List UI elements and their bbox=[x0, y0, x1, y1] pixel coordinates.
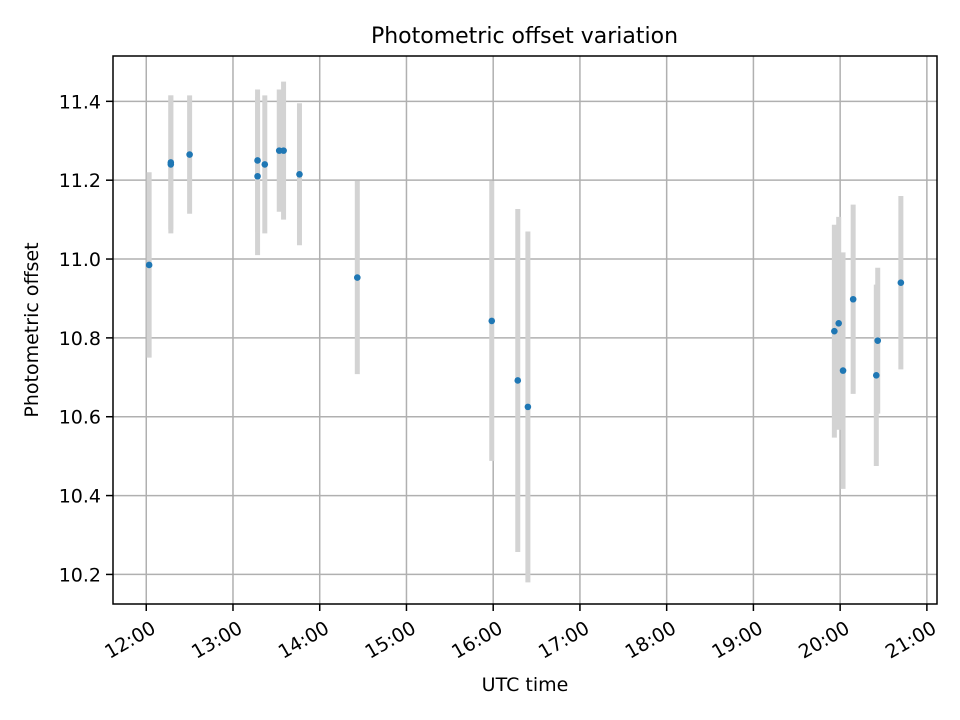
data-point bbox=[874, 337, 882, 344]
x-tick-label: 15:00 bbox=[361, 617, 419, 663]
x-tick-label: 17:00 bbox=[535, 617, 593, 663]
data-point bbox=[254, 172, 261, 180]
data-points bbox=[145, 147, 905, 411]
grid bbox=[113, 56, 937, 604]
y-axis-label: Photometric offset bbox=[21, 242, 43, 417]
data-point bbox=[145, 261, 153, 269]
y-tick-label: 11.0 bbox=[59, 249, 101, 271]
data-point bbox=[514, 377, 522, 384]
y-tick-label: 11.2 bbox=[59, 170, 101, 192]
data-point bbox=[488, 317, 496, 325]
data-point bbox=[524, 403, 532, 411]
y-tick-label: 10.4 bbox=[59, 486, 101, 508]
data-point bbox=[167, 161, 175, 168]
x-tick-label: 20:00 bbox=[795, 617, 853, 663]
x-axis: 12:00 13:00 14:00 15:00 16:00 17:00 18:00 19:00… bbox=[101, 604, 940, 663]
x-tick-label: 21:00 bbox=[882, 617, 940, 663]
x-tick-label: 12:00 bbox=[101, 617, 159, 663]
y-tick-label: 10.6 bbox=[59, 407, 101, 429]
y-tick-label: 11.4 bbox=[59, 91, 101, 113]
data-point bbox=[296, 170, 303, 178]
data-point bbox=[849, 295, 857, 303]
plot-frame bbox=[112, 55, 938, 605]
data-point bbox=[839, 367, 847, 374]
y-axis: 10.2 10.4 10.6 10.8 11.0 11.2 11.4 bbox=[59, 91, 113, 586]
error-bars bbox=[146, 81, 904, 583]
chart-title: Photometric offset variation bbox=[371, 24, 678, 49]
x-tick-label: 18:00 bbox=[622, 617, 680, 663]
y-tick-label: 10.8 bbox=[59, 328, 101, 350]
y-tick-label: 10.2 bbox=[59, 564, 101, 586]
data-point bbox=[897, 279, 905, 286]
data-point bbox=[254, 157, 261, 164]
x-tick-label: 14:00 bbox=[275, 617, 333, 663]
data-point bbox=[186, 151, 193, 158]
data-point bbox=[354, 274, 361, 281]
x-tick-label: 16:00 bbox=[448, 617, 506, 663]
x-tick-label: 19:00 bbox=[708, 617, 766, 663]
data-point bbox=[872, 372, 880, 379]
data-point bbox=[261, 161, 269, 168]
data-point bbox=[280, 147, 287, 154]
x-tick-label: 13:00 bbox=[188, 617, 246, 663]
data-point bbox=[831, 327, 838, 335]
data-point bbox=[835, 319, 842, 327]
x-axis-label: UTC time bbox=[482, 674, 569, 696]
